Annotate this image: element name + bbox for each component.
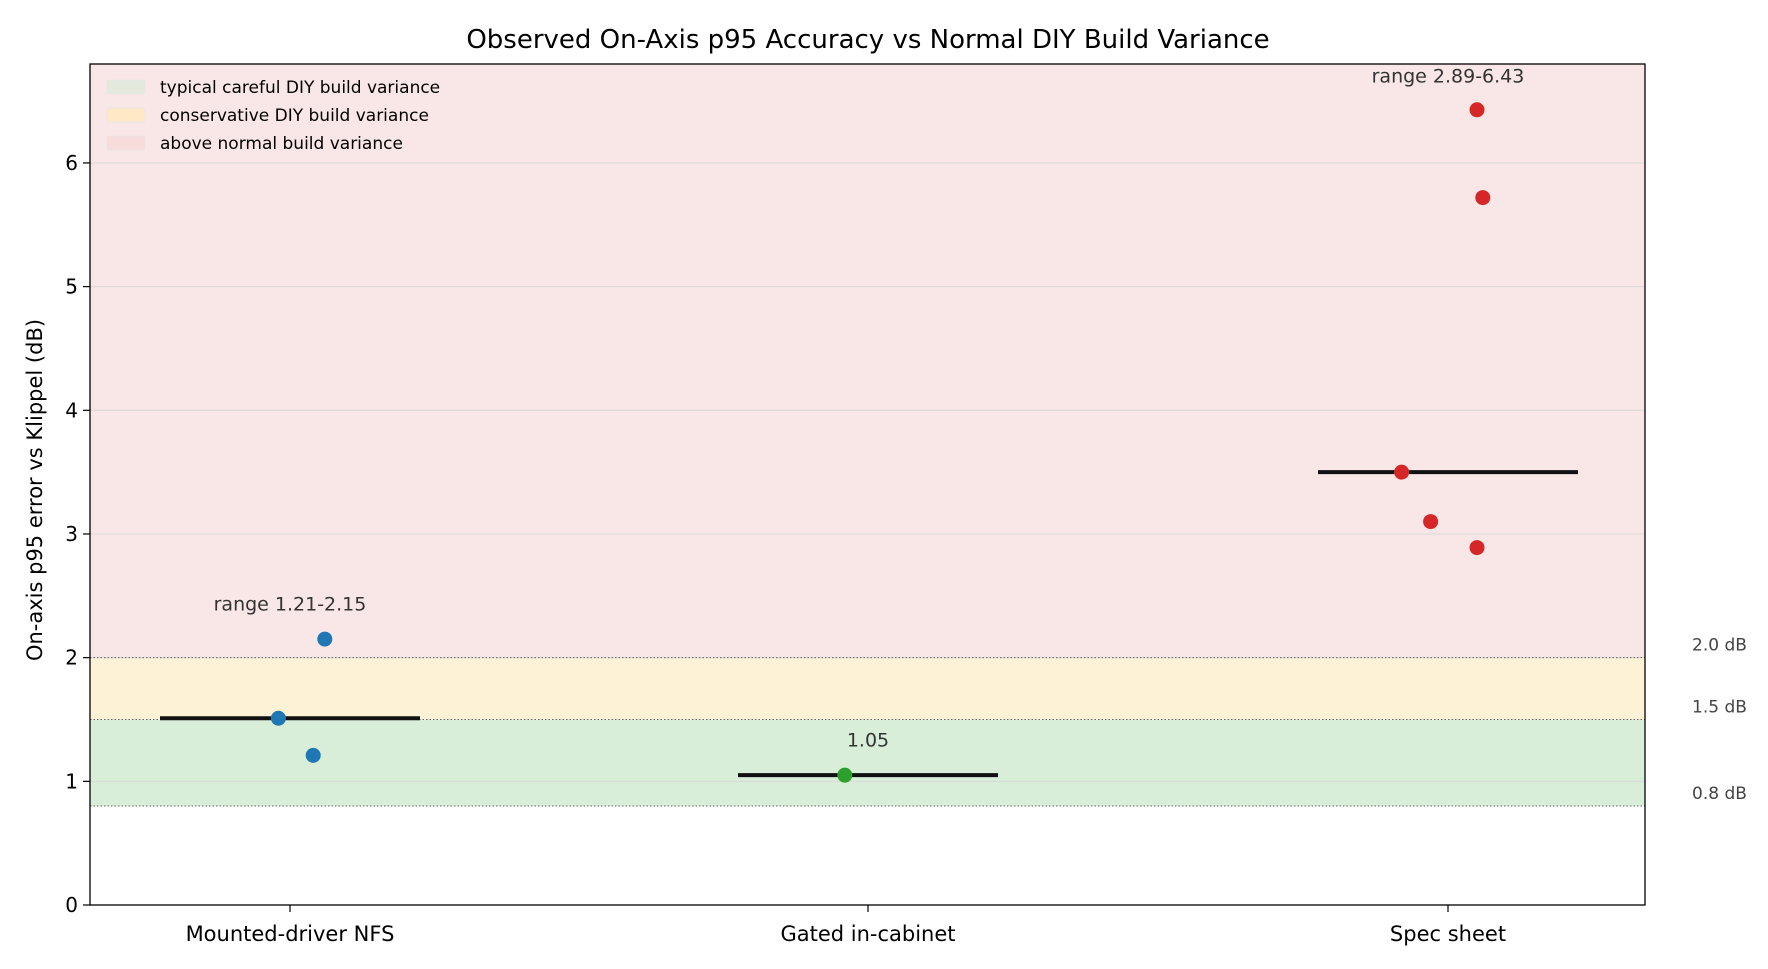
annotations: range 1.21-2.15 1.05 range 2.89-6.43 bbox=[214, 66, 1525, 752]
y-tick-label: 2 bbox=[65, 646, 78, 670]
y-axis: 0 1 2 3 4 5 6 bbox=[65, 151, 90, 917]
data-point bbox=[1469, 102, 1485, 118]
y-axis-label: On-axis p95 error vs Klippel (dB) bbox=[23, 319, 47, 661]
y-tick-label: 4 bbox=[65, 398, 78, 422]
x-tick-label: Gated in-cabinet bbox=[780, 922, 955, 946]
x-axis: Mounted-driver NFS Gated in-cabinet Spec s… bbox=[186, 905, 1506, 946]
data-point bbox=[1475, 190, 1491, 206]
legend: typical careful DIY build variance conser… bbox=[106, 78, 440, 154]
data-point bbox=[1423, 514, 1439, 530]
y-tick-label: 5 bbox=[65, 275, 78, 299]
legend-label: typical careful DIY build variance bbox=[160, 78, 440, 98]
threshold-label: 2.0 dB bbox=[1692, 636, 1747, 656]
data-point bbox=[1394, 464, 1410, 480]
range-annotation: 1.05 bbox=[847, 730, 889, 752]
data-point bbox=[317, 631, 333, 647]
chart-title: Observed On-Axis p95 Accuracy vs Normal … bbox=[466, 25, 1269, 55]
legend-label: above normal build variance bbox=[160, 134, 403, 154]
data-point bbox=[270, 710, 286, 726]
legend-swatch bbox=[106, 135, 146, 151]
data-point bbox=[305, 747, 321, 763]
data-point bbox=[837, 767, 853, 783]
y-tick-label: 3 bbox=[65, 522, 78, 546]
data-points bbox=[270, 102, 1491, 783]
x-tick-label: Spec sheet bbox=[1390, 922, 1506, 946]
y-tick-label: 0 bbox=[65, 893, 78, 917]
grid-lines bbox=[90, 162, 1645, 782]
median-markers bbox=[160, 470, 1578, 778]
variance-band-1 bbox=[90, 719, 1645, 807]
threshold-label: 1.5 dB bbox=[1692, 697, 1747, 717]
x-tick-label: Mounted-driver NFS bbox=[186, 922, 395, 946]
data-point bbox=[1469, 540, 1485, 556]
threshold-label: 0.8 dB bbox=[1692, 784, 1747, 804]
range-annotation: range 2.89-6.43 bbox=[1372, 66, 1525, 88]
legend-label: conservative DIY build variance bbox=[160, 106, 429, 126]
legend-swatch bbox=[106, 107, 146, 123]
y-tick-label: 6 bbox=[65, 151, 78, 175]
y-tick-label: 1 bbox=[65, 769, 78, 793]
variance-band-2 bbox=[90, 657, 1645, 720]
legend-swatch bbox=[106, 79, 146, 95]
variance-bands bbox=[90, 64, 1645, 807]
range-annotation: range 1.21-2.15 bbox=[214, 594, 367, 616]
